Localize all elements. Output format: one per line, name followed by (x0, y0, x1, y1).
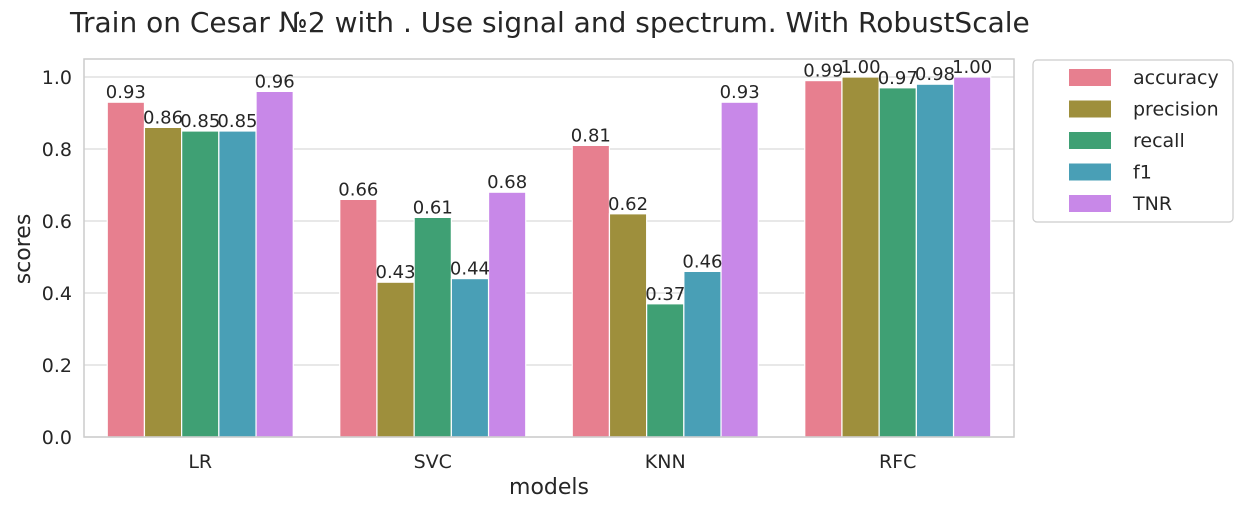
bar-value-label: 0.37 (645, 284, 685, 305)
bar-value-label: 0.62 (608, 194, 648, 215)
legend-swatch-precision (1069, 100, 1111, 118)
bar-value-label: 0.93 (106, 82, 146, 103)
bars (106, 76, 992, 438)
bar-value-label: 0.85 (180, 111, 220, 132)
bar-value-label: 0.44 (450, 259, 490, 280)
bar-precision-svc (376, 281, 415, 438)
legend-swatch-recall (1069, 132, 1111, 149)
x-tick-label: LR (188, 451, 212, 473)
bar-f1-svc (450, 278, 490, 438)
bar-recall-knn (646, 303, 685, 438)
bar-value-label: 0.61 (413, 197, 453, 218)
bar-tnr-knn (720, 101, 759, 438)
bar-tnr-rfc (952, 76, 992, 438)
legend-swatch-tnr (1069, 195, 1111, 212)
bar-value-label: 0.93 (720, 82, 760, 103)
bar-value-label: 0.66 (338, 179, 378, 200)
y-ticks: 0.0 0.2 0.4 0.6 0.8 1.0 (42, 67, 72, 449)
bar-recall-lr (181, 130, 220, 438)
bar-recall-rfc (878, 87, 917, 438)
bar-f1-lr (218, 130, 257, 438)
y-tick-label: 0.0 (42, 427, 72, 449)
bar-value-label: 1.00 (841, 57, 881, 78)
x-tick-label: SVC (414, 451, 452, 473)
plot-frame (83, 58, 1015, 438)
bar-f1-rfc (915, 83, 955, 438)
legend-label: f1 (1133, 162, 1152, 184)
legend-label: precision (1133, 99, 1219, 121)
x-axis-label: models (509, 475, 589, 500)
bar-accuracy-rfc (804, 79, 843, 438)
bar-accuracy-knn (571, 144, 611, 438)
bar-value-label: 0.99 (803, 61, 843, 82)
chart-title: Train on Cesar №2 with . Use signal and … (69, 6, 1030, 39)
y-axis-label: scores (11, 214, 36, 285)
x-ticks: LR SVC KNN RFC (188, 451, 916, 473)
y-tick-label: 0.2 (42, 355, 72, 377)
bar-value-label: 0.81 (571, 125, 611, 146)
legend-label: accuracy (1133, 67, 1219, 89)
bar-value-label: 1.00 (952, 57, 992, 78)
legend-swatch-f1 (1069, 163, 1111, 181)
bar-value-label: 0.68 (487, 172, 527, 193)
bar-precision-lr (143, 126, 183, 438)
bar-value-label: 0.43 (376, 262, 416, 283)
bar-f1-knn (683, 270, 722, 438)
bar-recall-svc (413, 216, 452, 438)
bar-tnr-svc (487, 191, 527, 438)
legend: accuracy precision recall f1 TNR (1032, 59, 1234, 223)
y-tick-label: 1.0 (42, 67, 72, 89)
bar-value-label: 0.98 (915, 64, 955, 85)
x-tick-label: RFC (879, 451, 916, 473)
legend-label: TNR (1132, 193, 1172, 215)
bar-accuracy-svc (339, 198, 378, 438)
bar-accuracy-lr (106, 101, 146, 438)
y-tick-label: 0.8 (42, 139, 72, 161)
legend-swatch-accuracy (1069, 69, 1111, 86)
bar-value-label: 0.97 (878, 68, 918, 89)
y-tick-label: 0.4 (42, 283, 72, 305)
y-tick-label: 0.6 (42, 211, 72, 233)
bar-precision-rfc (841, 76, 880, 438)
bar-value-label: 0.96 (255, 71, 295, 92)
bar-value-label: 0.85 (217, 111, 257, 132)
bar-precision-knn (608, 213, 648, 438)
legend-label: recall (1133, 130, 1185, 152)
bar-value-label: 0.86 (143, 107, 183, 128)
bar-value-label: 0.46 (682, 251, 722, 272)
x-tick-label: KNN (645, 451, 686, 473)
bar-tnr-lr (255, 90, 294, 438)
bar-labels: 0.930.860.850.850.960.660.430.610.440.68… (106, 57, 992, 305)
